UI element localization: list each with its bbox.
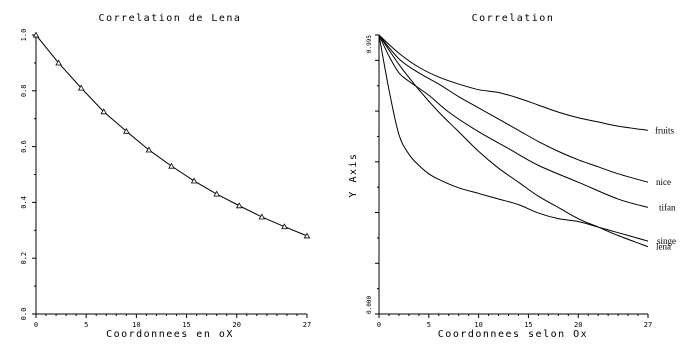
y-tick-label: 0.000 [366, 296, 373, 314]
data-point-marker [100, 108, 108, 115]
series-label-tifan: tifan [659, 202, 676, 212]
series-line-singe [378, 34, 649, 242]
series-line-fruits [378, 34, 649, 131]
y-tick-label: 0.2 [20, 252, 28, 265]
left-chart: Correlation de Lena Coordonnees en oX 0 5… [20, 13, 311, 340]
y-tick-label: 0.4 [20, 196, 28, 209]
x-tick-label: 10 [132, 321, 140, 329]
data-point-marker [281, 223, 288, 230]
data-point-marker [303, 232, 311, 239]
series-line-tifan [378, 34, 649, 208]
data-point-marker [77, 84, 85, 91]
x-tick-label: 15 [182, 321, 190, 329]
right-chart: Correlation Coordonnees selon Ox Y Axis … [348, 13, 676, 340]
right-y-axis-label: Y Axis [348, 152, 359, 197]
data-point-marker [258, 213, 266, 220]
x-tick-label: 20 [574, 321, 582, 329]
data-point-marker [55, 59, 62, 66]
series-label-nice: nice [656, 177, 671, 187]
x-tick-label: 10 [474, 321, 482, 329]
data-point-marker [145, 146, 153, 153]
x-tick-label: 27 [644, 321, 652, 329]
series-label-fruits: fruits [655, 125, 674, 135]
data-point-marker [32, 31, 40, 38]
y-tick-label: 0.995 [366, 35, 373, 53]
y-tick-label: 0.0 [20, 308, 28, 321]
series-line [35, 34, 308, 237]
y-tick-label: 0.6 [20, 140, 28, 153]
x-tick-label: 15 [524, 321, 532, 329]
series-label-singe: singe [657, 236, 676, 246]
x-tick-label: 5 [427, 321, 431, 329]
series-line-nice [378, 34, 649, 183]
y-tick-label: 1.0 [20, 29, 28, 42]
data-point-marker [235, 202, 243, 209]
data-point-marker [123, 127, 130, 134]
right-x-axis-label: Coordonnees selon Ox [438, 329, 588, 340]
left-chart-title: Correlation de Lena [99, 13, 242, 24]
left-x-axis-label: Coordonnees en oX [106, 329, 234, 340]
data-point-marker [190, 177, 198, 184]
series-line-lena [378, 34, 649, 248]
x-tick-label: 27 [303, 321, 311, 329]
x-tick-label: 0 [34, 321, 38, 329]
x-tick-label: 20 [233, 321, 241, 329]
x-tick-label: 0 [377, 321, 381, 329]
y-tick-label: 0.8 [20, 84, 28, 97]
right-chart-title: Correlation [472, 13, 555, 24]
series-label-lena: lena [656, 242, 671, 252]
data-point-marker [168, 162, 175, 169]
x-tick-label: 5 [84, 321, 88, 329]
data-point-marker [213, 190, 220, 197]
